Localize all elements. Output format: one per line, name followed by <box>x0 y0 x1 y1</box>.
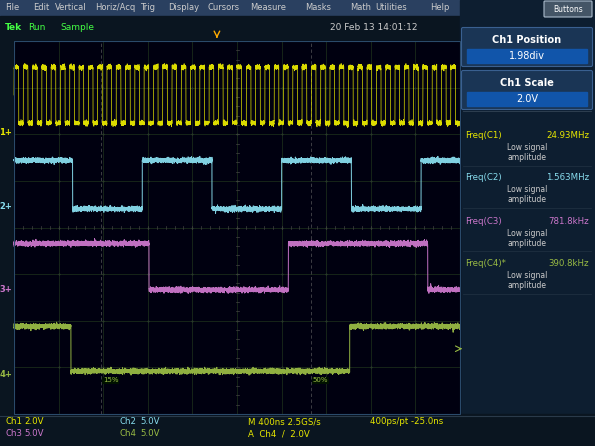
Text: Math: Math <box>350 4 371 12</box>
FancyBboxPatch shape <box>462 70 593 110</box>
Text: amplitude: amplitude <box>508 281 546 290</box>
Text: File: File <box>5 4 19 12</box>
Text: Help: Help <box>430 4 449 12</box>
Text: A  Ch4  /  2.0V: A Ch4 / 2.0V <box>248 429 310 438</box>
Text: Ch1: Ch1 <box>5 417 22 426</box>
Text: Display: Display <box>168 4 199 12</box>
Text: Measure: Measure <box>250 4 286 12</box>
Text: Ch1 Position: Ch1 Position <box>493 35 562 45</box>
Bar <box>460 0 595 418</box>
Text: 1.98div: 1.98div <box>509 51 545 61</box>
Text: 2.0V: 2.0V <box>24 417 43 426</box>
Text: Freq(C4)*: Freq(C4)* <box>465 260 506 268</box>
Text: 5.0V: 5.0V <box>140 429 159 438</box>
Text: 2+: 2+ <box>0 202 12 211</box>
Text: Freq(C3): Freq(C3) <box>465 216 502 226</box>
Text: 5.0V: 5.0V <box>24 429 43 438</box>
Bar <box>467 49 587 63</box>
Text: Sample: Sample <box>60 22 94 32</box>
Text: 781.8kHz: 781.8kHz <box>549 216 589 226</box>
Text: Horiz/Acq: Horiz/Acq <box>95 4 135 12</box>
Text: amplitude: amplitude <box>508 195 546 205</box>
Text: 1+: 1+ <box>0 128 12 137</box>
Text: Tek: Tek <box>5 22 22 32</box>
Text: 1.563MHz: 1.563MHz <box>546 173 589 182</box>
Text: Low signal: Low signal <box>507 186 547 194</box>
Text: 390.8kHz: 390.8kHz <box>549 260 589 268</box>
Text: 15%: 15% <box>103 377 118 384</box>
Text: Ch2: Ch2 <box>120 417 137 426</box>
Bar <box>0 414 460 418</box>
Text: Trig: Trig <box>140 4 155 12</box>
FancyBboxPatch shape <box>544 1 592 17</box>
Text: Run: Run <box>28 22 45 32</box>
Bar <box>467 92 587 106</box>
Text: Edit: Edit <box>33 4 49 12</box>
Text: Low signal: Low signal <box>507 272 547 281</box>
Text: 4+: 4+ <box>0 370 12 380</box>
Text: Vertical: Vertical <box>55 4 87 12</box>
Text: amplitude: amplitude <box>508 153 546 162</box>
Bar <box>0 414 595 446</box>
Bar <box>14 41 460 414</box>
Bar <box>0 16 595 39</box>
Text: Masks: Masks <box>305 4 331 12</box>
Text: amplitude: amplitude <box>508 239 546 248</box>
Text: M 400ns 2.5GS/s: M 400ns 2.5GS/s <box>248 417 321 426</box>
Text: Low signal: Low signal <box>507 144 547 153</box>
Text: Utilities: Utilities <box>375 4 407 12</box>
Text: Ch3: Ch3 <box>5 429 22 438</box>
Text: 5.0V: 5.0V <box>140 417 159 426</box>
Text: 3+: 3+ <box>0 285 12 293</box>
Text: Freq(C2): Freq(C2) <box>465 173 502 182</box>
Text: 24.93MHz: 24.93MHz <box>546 132 589 140</box>
FancyBboxPatch shape <box>462 28 593 66</box>
Text: Ch4: Ch4 <box>120 429 137 438</box>
Text: 20 Feb 13 14:01:12: 20 Feb 13 14:01:12 <box>330 22 418 32</box>
Text: Buttons: Buttons <box>553 4 583 13</box>
Bar <box>14 41 460 414</box>
Text: 400ps/pt -25.0ns: 400ps/pt -25.0ns <box>370 417 443 426</box>
Text: Low signal: Low signal <box>507 228 547 238</box>
Text: 2.0V: 2.0V <box>516 94 538 104</box>
Text: Cursors: Cursors <box>207 4 239 12</box>
Text: Freq(C1): Freq(C1) <box>465 132 502 140</box>
Bar <box>0 0 595 16</box>
Text: Ch1 Scale: Ch1 Scale <box>500 78 554 88</box>
Text: 50%: 50% <box>312 377 328 384</box>
